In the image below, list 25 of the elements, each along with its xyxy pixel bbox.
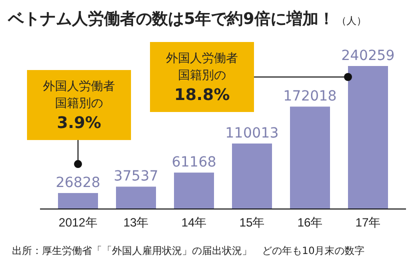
data-label: 110013 — [225, 126, 279, 142]
bar — [348, 66, 388, 209]
x-tick-label: 13年 — [123, 215, 149, 230]
annotation: 18.8% — [174, 85, 230, 104]
annotation: 外国人労働者国籍別の — [43, 79, 115, 110]
bar — [58, 193, 98, 209]
x-tick-label: 17年 — [355, 215, 381, 230]
bar — [290, 106, 330, 209]
x-tick-label: 15年 — [239, 215, 265, 230]
data-label: 26828 — [56, 175, 100, 192]
y-axis-title: （人） — [336, 16, 366, 27]
data-label: 172018 — [283, 88, 337, 105]
data-label: 61168 — [172, 154, 216, 171]
annotation: 外国人労働者国籍別の — [166, 51, 238, 82]
text: 出所：厚生労働省「「外国人雇用状況」の届出状況」 どの年も10月末の数字 — [12, 245, 365, 257]
data-label: 240259 — [341, 48, 395, 64]
annotation: 3.9% — [56, 113, 102, 132]
x-tick-label: 2012年 — [58, 215, 98, 230]
bar — [232, 144, 272, 209]
bar — [116, 186, 156, 209]
x-tick-label: 16年 — [297, 215, 323, 230]
x-tick-label: 14年 — [181, 215, 207, 230]
data-label: 37537 — [114, 168, 158, 185]
chart-title: ベトナム人労働者の数は5年で約9倍に増加！ — [7, 9, 334, 28]
bar — [174, 172, 214, 209]
